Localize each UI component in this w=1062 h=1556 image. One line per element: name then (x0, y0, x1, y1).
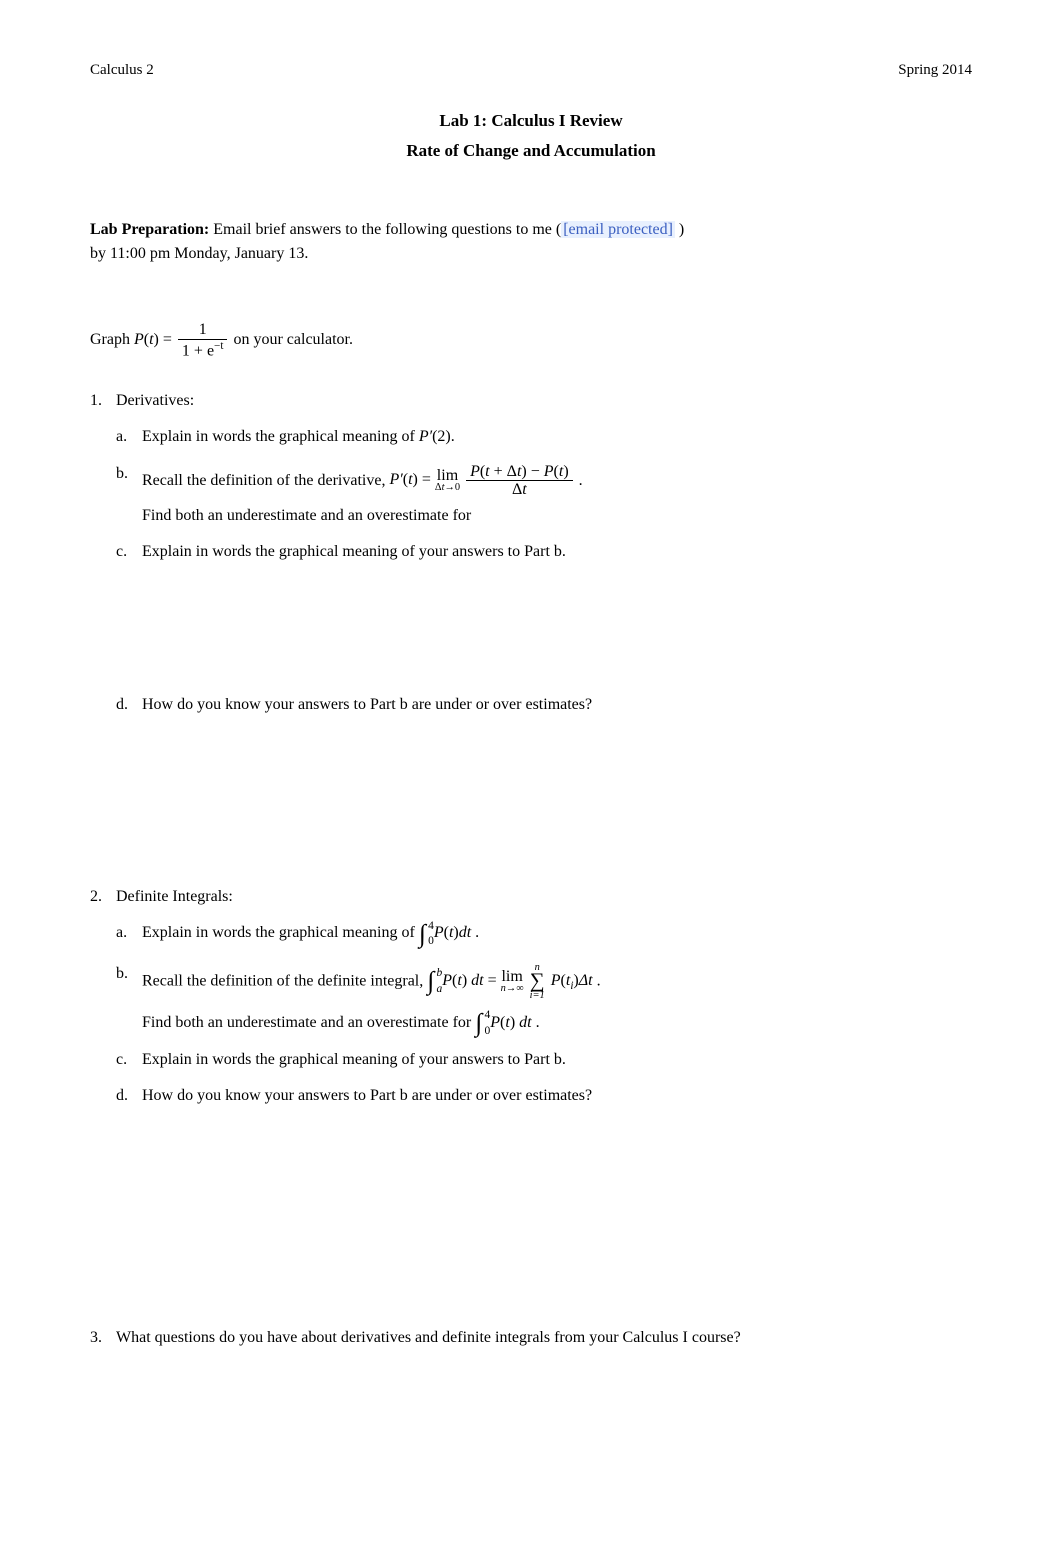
q2b-txt: Recall the definition of the definite in… (142, 963, 972, 1035)
q2b: b. Recall the definition of the definite… (116, 963, 972, 1035)
q1d-txt: How do you know your answers to Part b a… (142, 694, 972, 716)
q3: 3. What questions do you have about deri… (90, 1327, 972, 1349)
q1a-lit: a. (116, 426, 142, 448)
q2: 2. Definite Integrals: (90, 886, 972, 908)
q2a-txt: Explain in words the graphical meaning o… (142, 922, 972, 944)
graph-instruction: Graph P(t) = 1 1 + e−t on your calculato… (90, 321, 972, 360)
lab-prep-text1: Email brief answers to the following que… (209, 221, 561, 238)
q2d-txt: How do you know your answers to Part b a… (142, 1085, 972, 1107)
q2d: d. How do you know your answers to Part … (116, 1085, 972, 1107)
q2b-lit: b. (116, 963, 142, 1035)
q2d-lit: d. (116, 1085, 142, 1107)
q2c-lit: c. (116, 1049, 142, 1071)
q2b-math: ∫ba P(t) dt = limn→∞ n∑i=1 P(ti)Δt (427, 972, 592, 989)
q1a-txt: Explain in words the graphical meaning o… (142, 426, 972, 448)
q1: 1. Derivatives: (90, 390, 972, 412)
q1c: c. Explain in words the graphical meanin… (116, 541, 972, 563)
q3-txt: What questions do you have about derivat… (116, 1327, 972, 1349)
q2b-math2: ∫40 P(t) dt (475, 1014, 531, 1031)
q2b-line2: Find both an underestimate and an overes… (142, 1012, 972, 1034)
q2-title: Definite Integrals: (116, 886, 972, 908)
q1b-line2: Find both an underestimate and an overes… (142, 505, 972, 527)
q2c: c. Explain in words the graphical meanin… (116, 1049, 972, 1071)
q1d: d. How do you know your answers to Part … (116, 694, 972, 716)
q1-num: 1. (90, 390, 116, 412)
graph-formula: P(t) = 1 1 + e−t (130, 321, 233, 360)
q1a: a. Explain in words the graphical meanin… (116, 426, 972, 448)
q1c-txt: Explain in words the graphical meaning o… (142, 541, 972, 563)
q1b-txt: Recall the definition of the derivative,… (142, 463, 972, 528)
q2c-txt: Explain in words the graphical meaning o… (142, 1049, 972, 1071)
page-header: Calculus 2 Spring 2014 (90, 60, 972, 81)
q2-num: 2. (90, 886, 116, 908)
lab-title: Lab 1: Calculus I Review (90, 109, 972, 133)
graph-pre: Graph (90, 329, 130, 351)
q1-title: Derivatives: (116, 390, 972, 412)
header-left: Calculus 2 (90, 60, 154, 81)
lab-prep-line2: by 11:00 pm Monday, January 13. (90, 243, 972, 265)
q3-num: 3. (90, 1327, 116, 1349)
q1b-math: P′(t) = limΔt→0 P(t + Δt) − P(t) Δt (389, 471, 574, 488)
lab-prep-email: [email protected] (561, 221, 675, 238)
q1c-lit: c. (116, 541, 142, 563)
lab-prep-line1: Lab Preparation: Email brief answers to … (90, 219, 972, 241)
lab-subtitle: Rate of Change and Accumulation (90, 139, 972, 163)
q2a-lit: a. (116, 922, 142, 944)
q2a-math: ∫40 P(t)dt (419, 924, 471, 941)
q2a: a. Explain in words the graphical meanin… (116, 922, 972, 944)
q1a-math: P′(2) (419, 428, 451, 445)
lab-prep-label: Lab Preparation: (90, 221, 209, 238)
q1b: b. Recall the definition of the derivati… (116, 463, 972, 528)
q1d-lit: d. (116, 694, 142, 716)
q1b-lit: b. (116, 463, 142, 528)
graph-post: on your calculator. (233, 329, 353, 351)
header-right: Spring 2014 (898, 60, 972, 81)
lab-prep-text2: ) (675, 221, 684, 238)
